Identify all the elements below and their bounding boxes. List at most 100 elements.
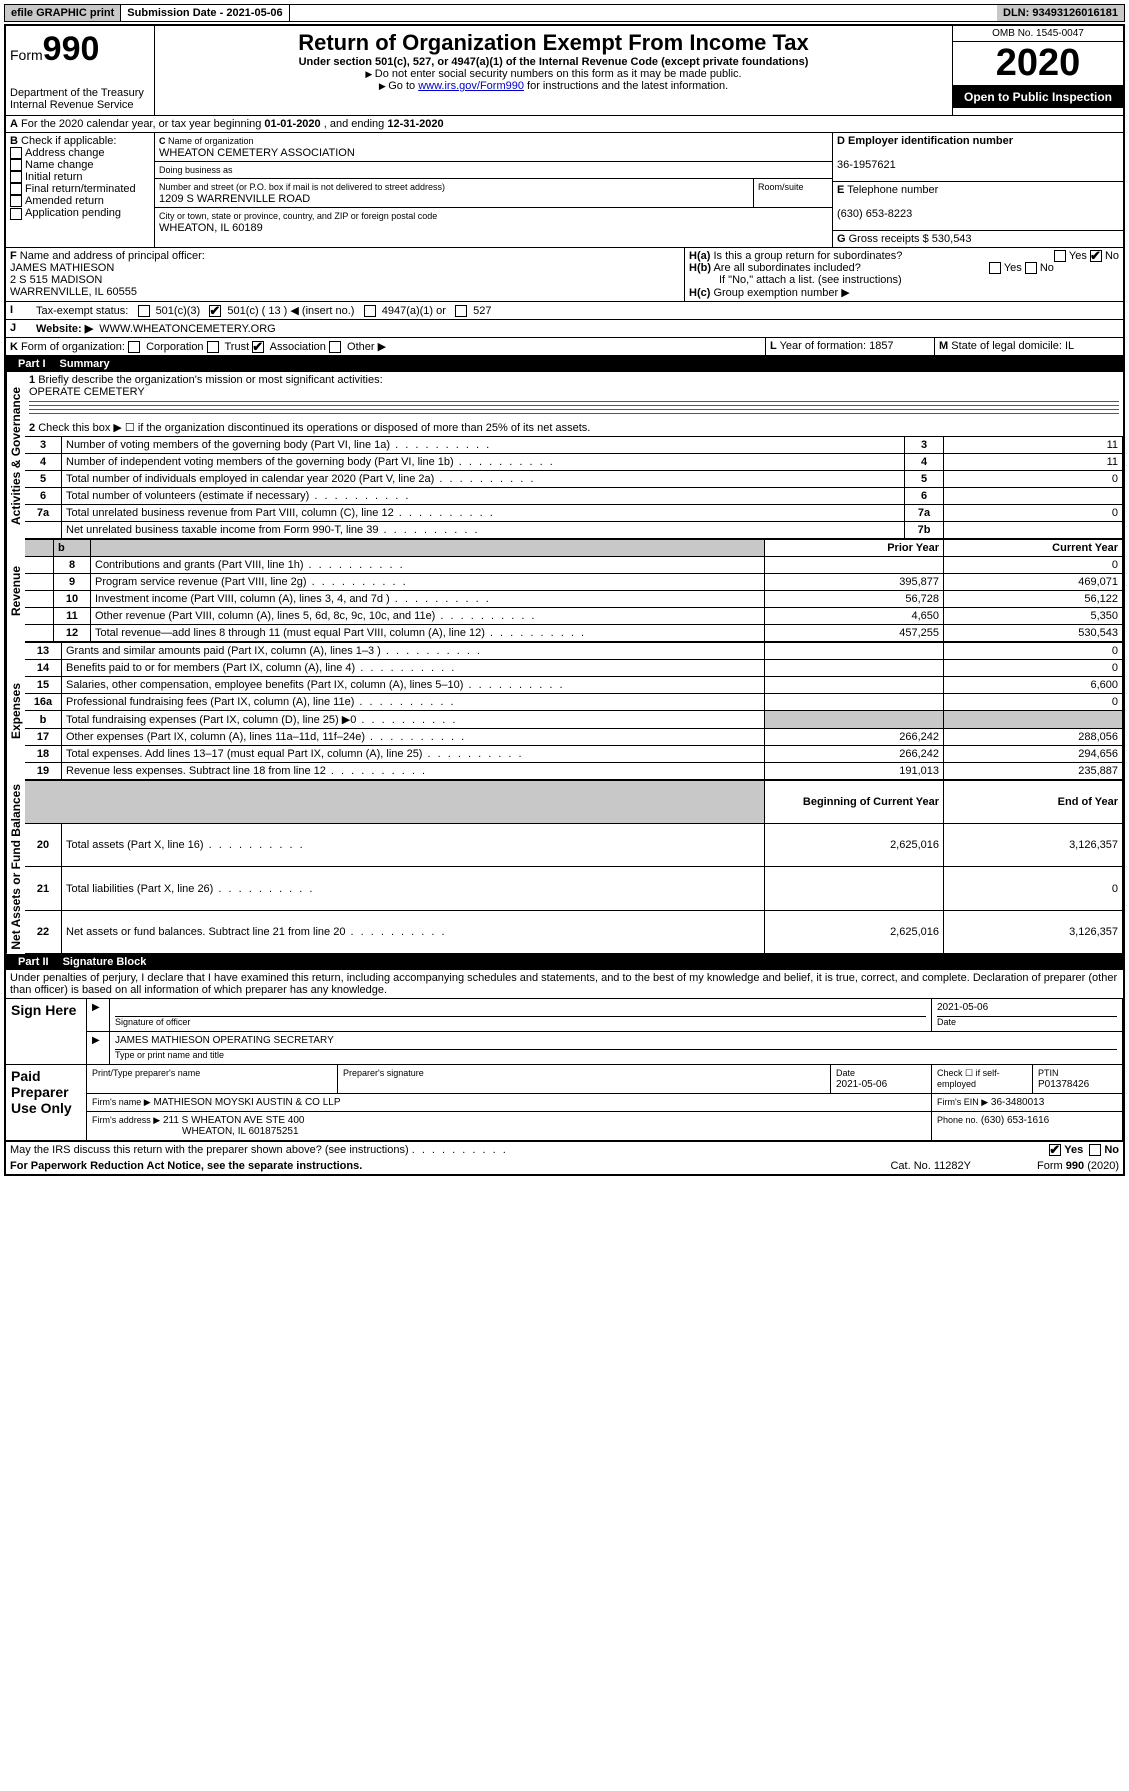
firm-name: MATHIESON MOYSKI AUSTIN & CO LLP [153, 1097, 340, 1108]
section-h: H(a) Is this a group return for subordin… [685, 248, 1123, 301]
sig-date-label: Date [937, 1017, 956, 1027]
h-b-label: Are all subordinates included? [713, 262, 860, 274]
lbl-amended: Amended return [25, 195, 104, 207]
chk-527[interactable] [455, 305, 467, 317]
form-title: Return of Organization Exempt From Incom… [159, 30, 948, 56]
table-row: 4Number of independent voting members of… [25, 454, 1123, 471]
lbl-527: 527 [473, 305, 491, 317]
table-row: 16aProfessional fundraising fees (Part I… [25, 694, 1123, 711]
officer-label: Name and address of principal officer: [20, 250, 205, 262]
chk-assoc[interactable] [252, 341, 264, 353]
officer-name: JAMES MATHIESON [10, 262, 114, 274]
form990-link[interactable]: www.irs.gov/Form990 [418, 80, 524, 92]
submission-label: Submission Date - [127, 7, 226, 19]
chk-501c3[interactable] [138, 305, 150, 317]
firm-addr: 211 S WHEATON AVE STE 400 [163, 1115, 305, 1126]
footer-row: For Paperwork Reduction Act Notice, see … [6, 1158, 1123, 1174]
street-address: 1209 S WARRENVILLE ROAD [159, 193, 310, 205]
section-f: F Name and address of principal officer:… [6, 248, 685, 301]
section-deg: D Employer identification number 36-1957… [833, 133, 1123, 247]
table-row: 3Number of voting members of the governi… [25, 437, 1123, 454]
lbl-corp: Corporation [146, 341, 203, 353]
chk-app-pending[interactable] [10, 208, 22, 220]
note-ssn: Do not enter social security numbers on … [159, 68, 948, 80]
chk-address-change[interactable] [10, 147, 22, 159]
chk-corp[interactable] [128, 341, 140, 353]
header-right: OMB No. 1545-0047 2020 Open to Public In… [952, 26, 1123, 115]
officer-addr2: WARRENVILLE, IL 60555 [10, 286, 137, 298]
chk-discuss-no[interactable] [1089, 1144, 1101, 1156]
website-label: Website: ▶ [36, 323, 93, 335]
ein-label: Employer identification number [848, 135, 1013, 147]
gross-label: Gross receipts $ [849, 233, 929, 245]
dept-treasury: Department of the Treasury [10, 87, 150, 99]
year-formation: 1857 [869, 340, 893, 352]
discuss-label: May the IRS discuss this return with the… [10, 1144, 409, 1156]
chk-hb-no[interactable] [1025, 262, 1037, 274]
h-c-label: Group exemption number ▶ [713, 287, 849, 299]
efile-button[interactable]: efile GRAPHIC print [5, 5, 121, 21]
firm-phone-label: Phone no. [937, 1115, 978, 1125]
paid-preparer-label: Paid Preparer Use Only [6, 1064, 87, 1140]
lbl-501c: 501(c) ( 13 ) ◀ (insert no.) [227, 305, 354, 317]
chk-initial-return[interactable] [10, 171, 22, 183]
gross-value: 530,543 [932, 233, 972, 245]
part1-heading: Summary [60, 358, 110, 370]
chk-other[interactable] [329, 341, 341, 353]
chk-ha-no[interactable] [1090, 250, 1102, 262]
submission-date: 2021-05-06 [226, 7, 282, 19]
discuss-yes: Yes [1064, 1144, 1083, 1156]
lbl-other: Other ▶ [347, 341, 386, 353]
note2-pre: Go to [388, 80, 418, 92]
table-row: 18Total expenses. Add lines 13–17 (must … [25, 746, 1123, 763]
identity-block: B Check if applicable: Address change Na… [6, 133, 1123, 248]
part1-expenses: Expenses 13Grants and similar amounts pa… [6, 642, 1123, 780]
section-b: B Check if applicable: Address change Na… [6, 133, 155, 247]
tax-exempt-label: Tax-exempt status: [36, 305, 128, 317]
part2-header: Part II Signature Block [6, 954, 1123, 970]
ptin-value: P01378426 [1038, 1079, 1089, 1090]
table-row: 7aTotal unrelated business revenue from … [25, 505, 1123, 522]
chk-name-change[interactable] [10, 159, 22, 171]
discuss-row: May the IRS discuss this return with the… [6, 1141, 1123, 1158]
chk-hb-yes[interactable] [989, 262, 1001, 274]
table-row: 6Total number of volunteers (estimate if… [25, 488, 1123, 505]
chk-ha-yes[interactable] [1054, 250, 1066, 262]
line-a-mid: , and ending [321, 118, 388, 130]
table-row: 10Investment income (Part VIII, column (… [25, 591, 1123, 608]
lbl-final-return: Final return/terminated [25, 183, 136, 195]
col-prior: Prior Year [887, 542, 939, 554]
side-label-revenue: Revenue [6, 539, 25, 642]
pra-notice: For Paperwork Reduction Act Notice, see … [10, 1160, 362, 1172]
ha-no: No [1105, 250, 1119, 262]
chk-amended[interactable] [10, 195, 22, 207]
chk-discuss-yes[interactable] [1049, 1144, 1061, 1156]
chk-trust[interactable] [207, 341, 219, 353]
table-row: 14Benefits paid to or for members (Part … [25, 660, 1123, 677]
side-label-netassets: Net Assets or Fund Balances [6, 780, 25, 954]
line-a-pre: For the 2020 calendar year, or tax year … [21, 118, 264, 130]
lbl-initial-return: Initial return [25, 171, 82, 183]
table-row: 8Contributions and grants (Part VIII, li… [25, 557, 1123, 574]
city-label: City or town, state or province, country… [159, 211, 437, 221]
firm-city: WHEATON, IL 601875251 [182, 1126, 299, 1137]
line-a: A For the 2020 calendar year, or tax yea… [6, 116, 1123, 133]
chk-501c[interactable] [209, 305, 221, 317]
table-row: 15Salaries, other compensation, employee… [25, 677, 1123, 694]
firm-ein-label: Firm's EIN ▶ [937, 1097, 988, 1107]
prep-sig-label: Preparer's signature [343, 1068, 424, 1078]
prep-name-label: Print/Type preparer's name [92, 1068, 200, 1078]
cat-no: Cat. No. 11282Y [886, 1158, 975, 1174]
tax-year: 2020 [953, 42, 1123, 86]
lbl-app-pending: Application pending [25, 207, 121, 219]
lbl-assoc: Association [270, 341, 326, 353]
officer-signature-line[interactable] [115, 1002, 926, 1017]
table-row: 17Other expenses (Part IX, column (A), l… [25, 729, 1123, 746]
phone-label: Telephone number [847, 184, 938, 196]
chk-final-return[interactable] [10, 183, 22, 195]
chk-4947[interactable] [364, 305, 376, 317]
table-row: 19Revenue less expenses. Subtract line 1… [25, 763, 1123, 780]
prep-date-val: 2021-05-06 [836, 1079, 887, 1090]
room-label: Room/suite [758, 182, 804, 192]
form-number: 990 [43, 30, 100, 68]
